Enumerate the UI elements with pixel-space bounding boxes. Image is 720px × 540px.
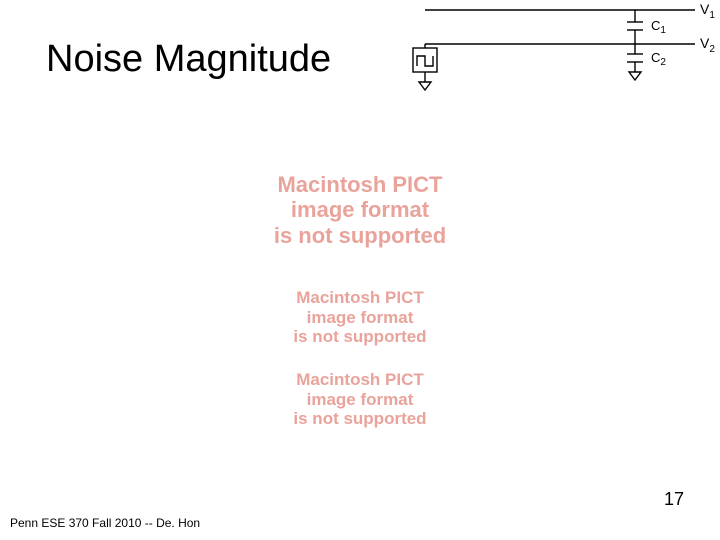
pict-error-2: Macintosh PICT image format is not suppo…: [220, 288, 500, 347]
pict-line: image format: [220, 308, 500, 328]
label-v2: V2: [700, 35, 715, 55]
footer-text: Penn ESE 370 Fall 2010 -- De. Hon: [10, 516, 200, 530]
pict-line: image format: [220, 390, 500, 410]
pict-line: Macintosh PICT: [220, 288, 500, 308]
slide-title: Noise Magnitude: [46, 38, 331, 81]
circuit-diagram: V1 V2 C1 C2: [395, 0, 720, 95]
pict-line: Macintosh PICT: [220, 172, 500, 197]
label-c2: C2: [651, 50, 666, 68]
label-c1: C1: [651, 18, 666, 36]
pict-line: is not supported: [220, 327, 500, 347]
pict-line: is not supported: [220, 409, 500, 429]
slide: Noise Magnitude: [0, 0, 720, 540]
pict-line: is not supported: [220, 223, 500, 248]
pict-line: Macintosh PICT: [220, 370, 500, 390]
pict-line: image format: [220, 197, 500, 222]
label-v1: V1: [700, 1, 715, 21]
pict-error-1: Macintosh PICT image format is not suppo…: [220, 172, 500, 248]
page-number: 17: [664, 489, 684, 510]
pict-error-3: Macintosh PICT image format is not suppo…: [220, 370, 500, 429]
